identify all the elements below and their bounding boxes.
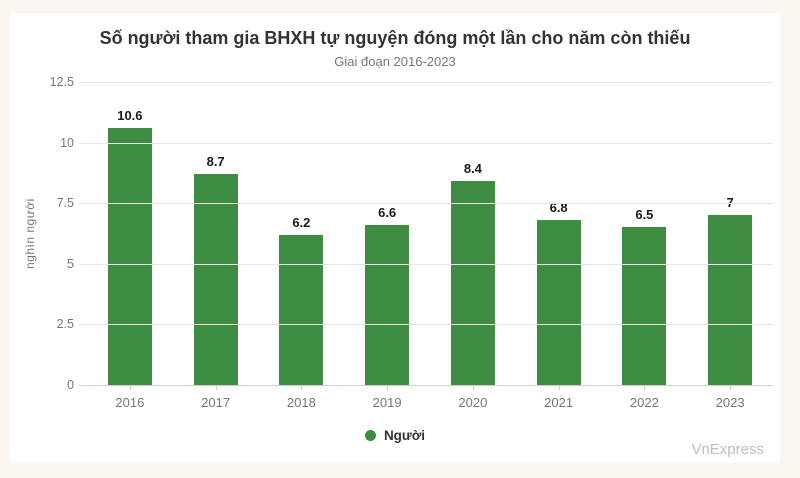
chart-title: Số người tham gia BHXH tự nguyện đóng mộ…: [99, 28, 691, 48]
gridline: [79, 263, 773, 265]
x-axis-line: [79, 385, 773, 386]
legend-item-nguoi[interactable]: Người: [10, 428, 780, 443]
legend-label: Người: [383, 428, 426, 443]
bar-2022[interactable]: 6.5: [622, 207, 667, 385]
value-label: 6.2: [292, 214, 311, 230]
category-slot-2016: 10.6 2016: [87, 82, 173, 410]
x-axis-label: 2019: [372, 395, 402, 410]
x-axis-label: 2017: [201, 395, 231, 410]
x-tick-mark: [387, 385, 389, 390]
plot-area: 10.6 2016 8.7 2017 6.2 2018 6.6 2019 8.4 2020 6.8 2…: [50, 75, 773, 410]
bar-2018[interactable]: 6.2: [279, 215, 324, 385]
y-tick-label: 0: [67, 378, 74, 392]
watermark: VnExpress: [691, 441, 764, 458]
y-axis-title: nghìn người: [23, 198, 37, 269]
bar-2023[interactable]: 7: [708, 195, 753, 385]
value-label: 10.6: [117, 108, 143, 124]
y-tick-label: 2.5: [56, 317, 74, 332]
x-tick-mark: [301, 385, 303, 390]
y-tick-label: 12.5: [49, 75, 74, 89]
value-label: 6.6: [378, 205, 397, 221]
value-label: 8.4: [463, 161, 482, 177]
chart-subtitle: Giai đoạn 2016-2023: [334, 54, 456, 69]
legend-marker-dot-icon: [364, 430, 376, 441]
bar-2017[interactable]: 8.7: [193, 154, 238, 385]
x-tick-mark: [558, 385, 560, 390]
x-axis-label: 2022: [629, 395, 659, 410]
bar-2020[interactable]: 8.4: [450, 161, 495, 385]
bar-2019[interactable]: 6.6: [365, 205, 410, 385]
bar-2021[interactable]: 6.8: [536, 200, 581, 385]
y-tick-label: 5: [67, 256, 74, 271]
x-axis-label: 2021: [544, 395, 574, 410]
x-tick-mark: [215, 385, 217, 390]
gridline: [79, 142, 773, 144]
x-tick-mark: [472, 385, 474, 390]
bar-2016[interactable]: 10.6: [107, 108, 152, 385]
chart-card: Số người tham gia BHXH tự nguyện đóng mộ…: [10, 13, 780, 463]
category-slot-2023: 7 2023: [687, 82, 773, 410]
gridline: [79, 324, 773, 326]
gridline: [79, 82, 773, 83]
category-slot-2022: 6.5 2022: [602, 82, 688, 410]
category-slot-2018: 6.2 2018: [259, 82, 345, 410]
category-slot-2017: 8.7 2017: [173, 82, 259, 410]
x-tick-mark: [644, 385, 646, 390]
category-slot-2020: 8.4 2020: [430, 82, 516, 410]
category-slot-2021: 6.8 2021: [516, 82, 602, 410]
y-tick-label: 10: [60, 135, 74, 150]
x-tick-mark: [730, 385, 732, 390]
gridline: [79, 203, 773, 205]
x-axis-label: 2018: [286, 395, 316, 410]
x-tick-mark: [129, 385, 131, 390]
value-label: 8.7: [206, 154, 225, 170]
category-slot-2019: 6.6 2019: [344, 82, 430, 410]
value-label: 6.5: [635, 207, 654, 223]
bar-series: 10.6 2016 8.7 2017 6.2 2018 6.6 2019 8.4 2020 6.8 2…: [87, 82, 773, 410]
value-label: 7: [727, 195, 734, 210]
x-axis-label: 2020: [458, 395, 488, 410]
x-axis-label: 2023: [715, 395, 745, 410]
y-tick-label: 7.5: [56, 196, 74, 211]
x-axis-label: 2016: [115, 395, 145, 410]
